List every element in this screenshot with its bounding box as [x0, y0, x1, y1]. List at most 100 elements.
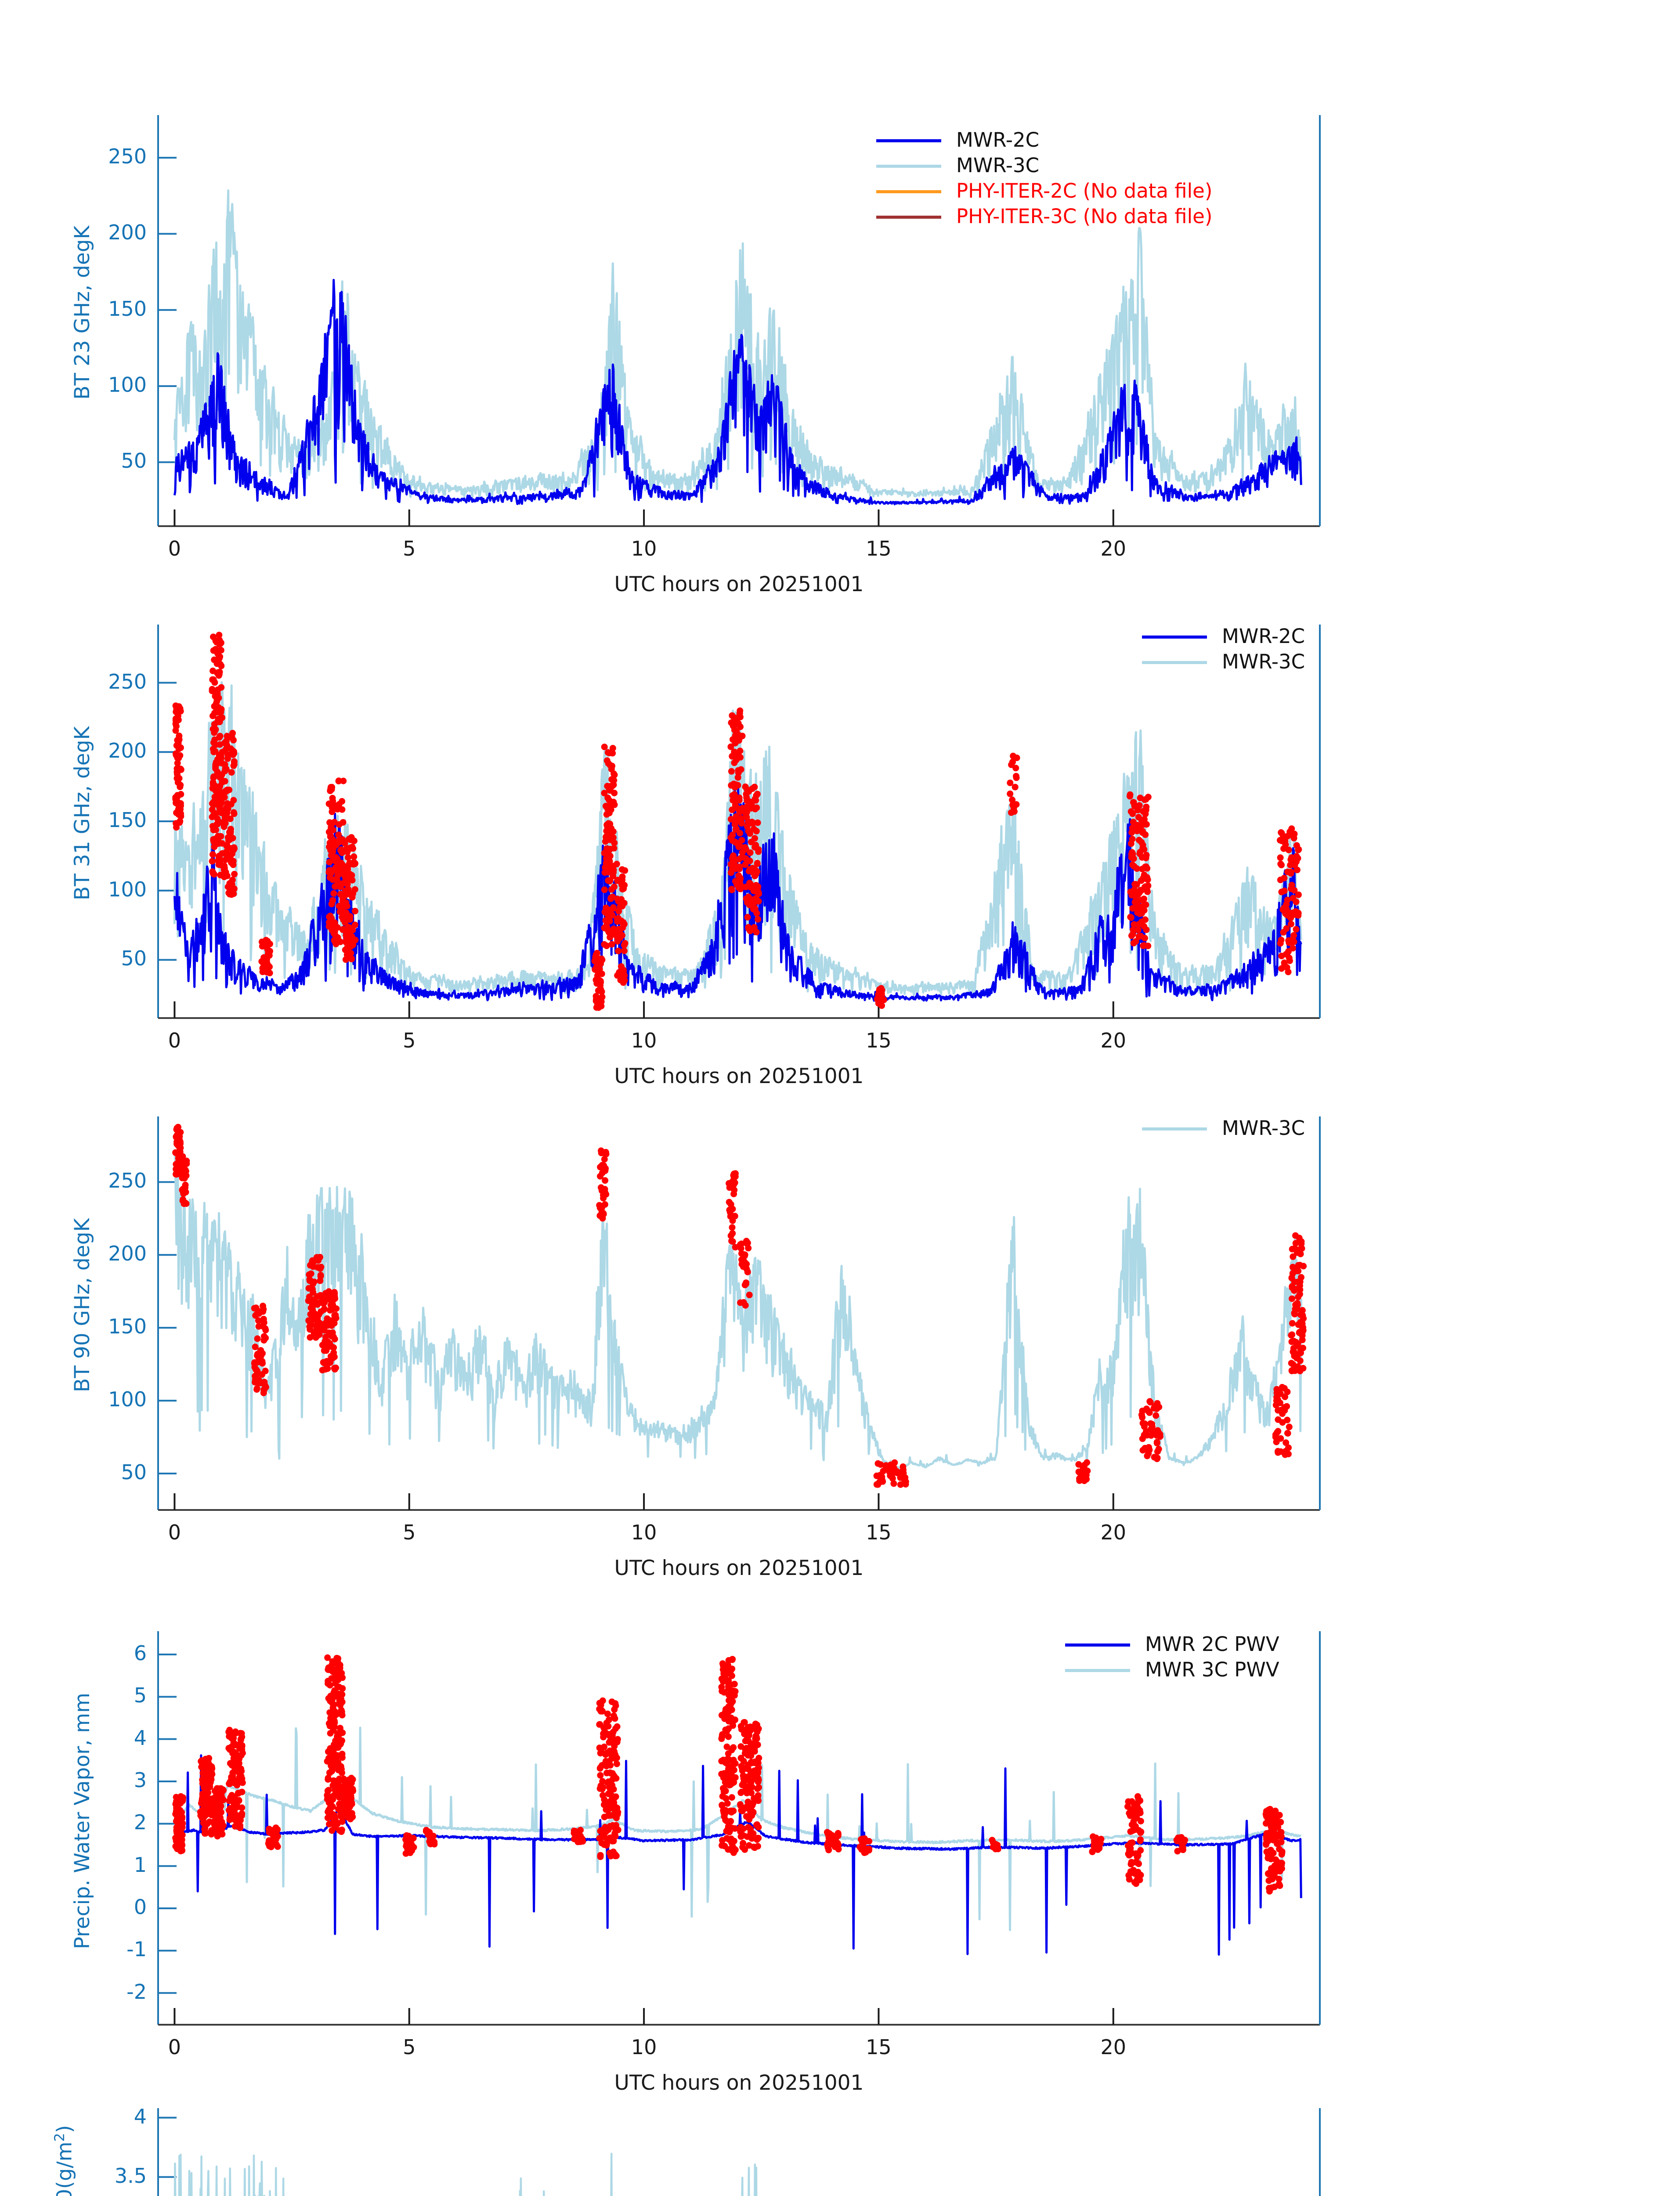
flagged-data-marker: [576, 1833, 583, 1840]
flagged-data-marker: [1128, 854, 1135, 861]
flagged-data-marker: [730, 1759, 737, 1766]
flagged-data-marker: [325, 1799, 332, 1806]
flagged-data-marker: [330, 1750, 337, 1757]
flagged-data-marker: [326, 1320, 333, 1327]
flagged-data-marker: [322, 1338, 329, 1345]
flagged-data-marker: [887, 1472, 894, 1479]
flagged-data-marker: [1287, 862, 1294, 868]
flagged-data-marker: [606, 1789, 613, 1796]
flagged-data-marker: [729, 1206, 736, 1213]
flagged-data-marker: [229, 877, 236, 884]
flagged-data-marker: [212, 748, 219, 755]
flagged-data-marker: [266, 1842, 273, 1849]
flagged-data-marker: [1293, 1301, 1300, 1308]
flagged-data-marker: [614, 1804, 621, 1811]
flagged-data-marker: [209, 823, 216, 830]
flagged-data-marker: [1128, 892, 1135, 899]
flagged-data-marker: [621, 940, 629, 947]
flagged-data-marker: [1153, 1432, 1160, 1439]
x-tick-label: 20: [1100, 537, 1127, 560]
flagged-data-marker: [725, 1677, 732, 1684]
flagged-data-marker: [213, 698, 220, 705]
flagged-data-marker: [228, 801, 235, 808]
flagged-data-marker: [1132, 938, 1139, 945]
flagged-data-marker: [578, 1837, 585, 1844]
flagged-data-marker: [344, 1788, 351, 1795]
flagged-data-marker: [228, 881, 235, 888]
flagged-data-marker: [325, 1664, 332, 1671]
flagged-data-marker: [1289, 939, 1296, 946]
flagged-data-marker: [1268, 1851, 1275, 1858]
flagged-data-marker: [1263, 1813, 1270, 1820]
flagged-data-marker: [1293, 1265, 1300, 1272]
flagged-data-marker: [604, 1838, 611, 1846]
flagged-data-marker: [753, 1758, 760, 1765]
flagged-data-marker: [1127, 1845, 1134, 1852]
flagged-data-marker: [595, 963, 602, 970]
flagged-data-marker: [614, 938, 621, 945]
flagged-data-marker: [211, 727, 218, 734]
flagged-data-marker: [334, 870, 341, 877]
flagged-data-marker: [598, 988, 605, 995]
flagged-data-marker: [728, 1807, 735, 1814]
flagged-data-marker: [1129, 861, 1136, 868]
flagged-data-marker: [835, 1832, 842, 1839]
flagged-data-marker: [173, 1170, 179, 1177]
flagged-data-marker: [210, 799, 217, 806]
flagged-data-marker: [221, 778, 228, 785]
flagged-data-marker: [174, 1802, 181, 1809]
flagged-data-marker: [334, 1733, 341, 1740]
flagged-data-marker: [228, 1743, 235, 1750]
flagged-data-marker: [1136, 1807, 1143, 1814]
flagged-data-marker: [601, 1796, 608, 1803]
flagged-data-marker: [1293, 899, 1300, 905]
flagged-data-marker: [314, 1301, 321, 1308]
flagged-data-marker: [346, 1804, 353, 1811]
flagged-data-marker: [878, 1002, 885, 1009]
flagged-data-marker: [597, 1772, 604, 1779]
flagged-data-marker: [1138, 854, 1145, 861]
flagged-data-marker: [877, 1472, 884, 1479]
flagged-data-marker: [727, 861, 734, 868]
flagged-data-marker: [725, 1691, 732, 1698]
flagged-data-marker: [602, 1751, 609, 1758]
flagged-data-marker: [1268, 1823, 1275, 1830]
flagged-data-marker: [1137, 1818, 1144, 1824]
flagged-data-marker: [314, 1318, 321, 1325]
flagged-data-marker: [577, 1827, 584, 1834]
flagged-data-marker: [177, 801, 184, 808]
flagged-data-marker: [1177, 1838, 1184, 1845]
flagged-data-marker: [994, 1845, 1001, 1852]
flagged-data-marker: [227, 826, 234, 833]
flagged-data-marker: [598, 1147, 604, 1154]
flagged-data-marker: [992, 1841, 999, 1848]
flagged-data-marker: [724, 1667, 731, 1674]
flagged-data-marker: [730, 858, 737, 865]
flagged-data-marker: [571, 1830, 578, 1837]
flagged-data-marker: [408, 1841, 415, 1848]
flagged-data-marker: [722, 1817, 729, 1824]
flagged-data-marker: [1293, 1364, 1300, 1371]
flagged-data-marker: [754, 1794, 761, 1801]
flagged-data-marker: [336, 1697, 343, 1704]
flagged-data-marker: [754, 1770, 761, 1777]
flagged-data-marker: [891, 1459, 898, 1466]
flagged-data-marker: [210, 633, 217, 640]
flagged-data-marker: [1265, 1818, 1272, 1824]
flagged-data-marker: [226, 1816, 233, 1823]
flagged-data-marker: [349, 1787, 356, 1794]
flagged-data-marker: [897, 1474, 904, 1481]
flagged-data-marker: [747, 1808, 754, 1815]
flagged-data-marker: [260, 1317, 267, 1324]
flagged-data-marker: [600, 1149, 607, 1156]
flagged-data-marker: [341, 871, 348, 878]
flagged-data-marker: [1134, 906, 1141, 913]
flagged-data-marker: [253, 1386, 260, 1393]
flagged-data-marker: [725, 1669, 732, 1676]
flagged-data-marker: [745, 818, 752, 825]
flagged-data-marker: [894, 1470, 901, 1477]
flagged-data-marker: [603, 1191, 610, 1198]
flagged-data-marker: [213, 1803, 219, 1810]
flagged-data-marker: [720, 1756, 727, 1763]
flagged-data-marker: [1284, 1416, 1291, 1423]
